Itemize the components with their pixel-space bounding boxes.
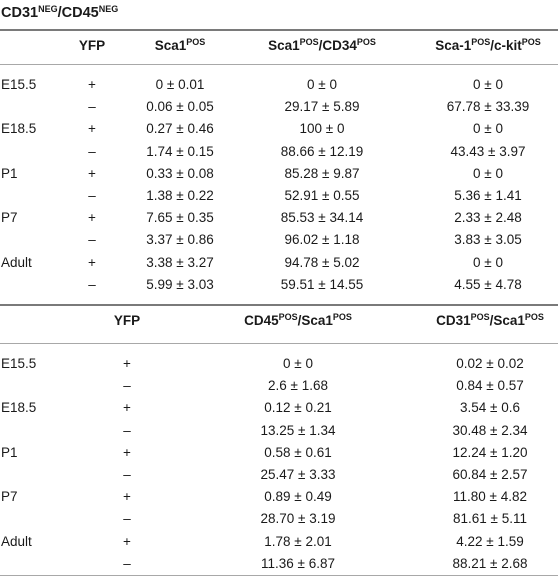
sca1-ckit-value-cell: 0 ± 0 [473,165,503,181]
cd45-sca1-value-cell: 28.70 ± 3.19 [260,511,336,527]
cd45-sca1-value-cell: 2.6 ± 1.68 [268,378,328,394]
table2-header-rule [0,343,558,344]
stage-cell: P7 [1,489,18,505]
stage-cell: P1 [1,165,18,181]
cd31-sca1-value-cell: 4.22 ± 1.59 [456,533,524,549]
sca1-cd34-value-cell: 85.28 ± 9.87 [284,165,360,181]
table1-header-rule [0,64,558,65]
stage-cell: E18.5 [1,400,37,416]
cd31-sca1-value-cell: 88.21 ± 2.68 [452,555,528,571]
yfp-cell: + [88,254,96,270]
yfp-cell: – [123,467,131,482]
cd45-sca1-value-cell: 11.36 ± 6.87 [261,555,335,571]
yfp-cell: + [123,400,131,416]
yfp-cell: – [123,555,131,571]
sca1-cd34-value-cell: 85.53 ± 34.14 [280,210,364,226]
sca1-ckit-value-cell: 0 ± 0 [473,121,503,137]
sca1-cd34-value-cell: 88.66 ± 12.19 [280,143,364,159]
table1-top-rule [0,29,558,31]
sca1-value-cell: 0.33 ± 0.08 [146,165,214,181]
sca1-value-cell: 0.27 ± 0.46 [146,121,214,137]
cd31-sca1-value-cell: 11.80 ± 4.82 [453,489,527,505]
cd45-sca1-value-cell: 0.12 ± 0.21 [264,400,332,416]
yfp-cell: – [123,511,131,527]
sca1-value-cell: 1.38 ± 0.22 [146,188,214,203]
yfp-cell: + [123,489,131,505]
sca1-cd34-value-cell: 100 ± 0 [299,121,345,137]
yfp-cell: + [123,533,131,549]
sca1-value-cell: 0.06 ± 0.05 [146,99,214,115]
sca1-cd34-value-cell: 29.17 ± 5.89 [284,99,360,115]
sca1-value-cell: 1.74 ± 0.15 [146,143,214,159]
table2-yfp-header: YFP [113,313,141,328]
table1-sca1-ckit-header: Sca-1POS/c-kitPOS [435,37,541,54]
sca1-value-cell: 3.37 ± 0.86 [146,232,214,248]
sca1-ckit-value-cell: 4.55 ± 4.78 [454,276,522,292]
cd45-sca1-value-cell: 1.78 ± 2.01 [264,533,332,549]
stage-cell: E15.5 [1,356,37,371]
cd31-sca1-value-cell: 30.48 ± 2.34 [452,422,528,438]
cd45-sca1-value-cell: 0.58 ± 0.61 [264,444,332,460]
sca1-ckit-value-cell: 43.43 ± 3.97 [450,143,526,159]
table1-sca1-cd34-header: Sca1POS/CD34POS [268,37,376,54]
yfp-cell: – [88,99,96,115]
sca1-ckit-value-cell: 0 ± 0 [473,254,503,270]
yfp-cell: + [123,356,131,371]
stage-cell: E18.5 [1,121,37,137]
cd31-sca1-value-cell: 0.02 ± 0.02 [456,356,524,371]
yfp-cell: + [123,444,131,460]
table2-cd45-sca1-header: CD45POS/Sca1POS [244,312,352,329]
cd31-sca1-value-cell: 81.61 ± 5.11 [453,511,527,527]
sca1-cd34-value-cell: 0 ± 0 [307,77,337,92]
yfp-cell: – [88,143,96,159]
table2-bottom-rule [0,575,558,576]
sca1-ckit-value-cell: 2.33 ± 2.48 [454,210,522,226]
yfp-cell: – [123,378,131,394]
stage-cell: Adult [1,533,32,549]
table1-sca1-header: Sca1POS [154,37,206,54]
yfp-cell: – [123,422,131,438]
cd45-sca1-value-cell: 13.25 ± 1.34 [260,422,336,438]
cd45-sca1-value-cell: 0.89 ± 0.49 [264,489,332,505]
sca1-cd34-value-cell: 96.02 ± 1.18 [284,232,360,248]
table-caption: CD31NEG/CD45NEG [1,4,119,22]
table2-top-rule [0,304,558,306]
yfp-cell: – [88,276,96,292]
stage-cell: P1 [1,444,18,460]
table1-yfp-header: YFP [78,38,106,53]
sca1-ckit-value-cell: 67.78 ± 33.39 [446,99,530,115]
sca1-ckit-value-cell: 0 ± 0 [473,77,503,92]
table2-cd31-sca1-header: CD31POS/Sca1POS [436,312,544,329]
stage-cell: Adult [1,254,32,270]
sca1-cd34-value-cell: 52.91 ± 0.55 [284,188,360,203]
yfp-cell: – [88,232,96,248]
sca1-ckit-value-cell: 5.36 ± 1.41 [454,188,522,203]
sca1-cd34-value-cell: 94.78 ± 5.02 [284,254,360,270]
cd31-sca1-value-cell: 60.84 ± 2.57 [452,467,528,482]
sca1-value-cell: 5.99 ± 3.03 [146,276,214,292]
cd45-sca1-value-cell: 0 ± 0 [283,356,313,371]
yfp-cell: + [88,77,96,92]
cd31-sca1-value-cell: 12.24 ± 1.20 [452,444,528,460]
yfp-cell: + [88,210,96,226]
yfp-cell: + [88,165,96,181]
sca1-value-cell: 0 ± 0.01 [155,77,205,92]
stage-cell: E15.5 [1,77,37,92]
cd31-sca1-value-cell: 0.84 ± 0.57 [456,378,524,394]
sca1-value-cell: 7.65 ± 0.35 [146,210,214,226]
stage-cell: P7 [1,210,18,226]
sca1-cd34-value-cell: 59.51 ± 14.55 [280,276,364,292]
yfp-cell: – [88,188,96,203]
sca1-value-cell: 3.38 ± 3.27 [146,254,214,270]
cd31-sca1-value-cell: 3.54 ± 0.6 [460,400,520,416]
cd45-sca1-value-cell: 25.47 ± 3.33 [260,467,336,482]
sca1-ckit-value-cell: 3.83 ± 3.05 [454,232,522,248]
yfp-cell: + [88,121,96,137]
